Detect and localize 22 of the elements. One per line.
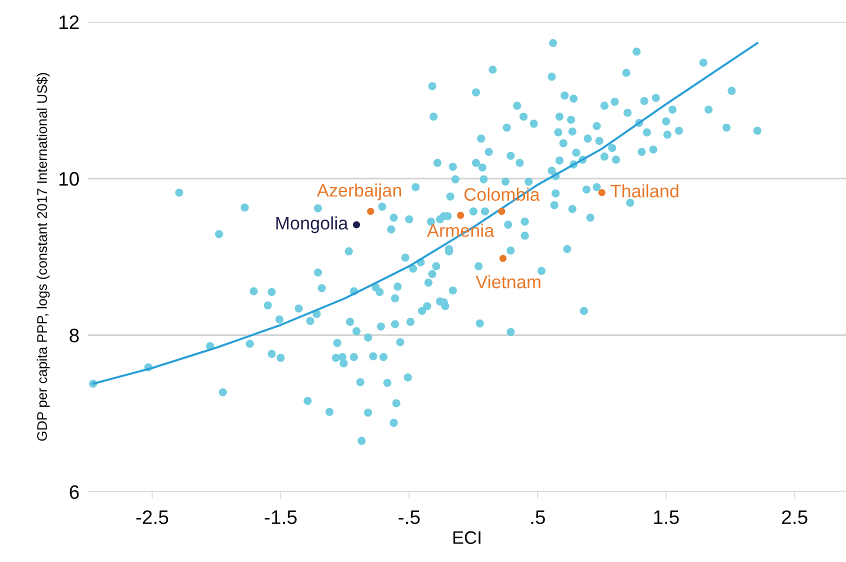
series-label: Vietnam: [476, 275, 540, 288]
x-tick-label: -2.5: [136, 510, 168, 524]
x-tick-label: .5: [531, 510, 545, 524]
series-label: Azerbaijan: [316, 183, 402, 200]
x-tick-label: -1.5: [264, 510, 297, 524]
series-label: Thailand: [610, 184, 678, 198]
x-axis-title: ECI: [453, 531, 480, 544]
point: [367, 208, 374, 215]
y-tick-label: 12: [60, 15, 79, 29]
point: [457, 212, 464, 219]
y-tick-label: 8: [70, 328, 79, 342]
point: [498, 208, 506, 215]
x-tick-label: 2.5: [782, 510, 808, 524]
y-tick-label: 10: [60, 172, 79, 186]
point: [598, 189, 606, 196]
y-tick-label: 6: [70, 485, 79, 499]
point: [499, 254, 507, 262]
series-label: Mongolia: [276, 216, 348, 234]
y-axis-title: GDP per capita PPP, logs (constant 2017 International US$): [36, 73, 50, 441]
x-tick-label: 1.5: [654, 510, 679, 524]
point: [352, 221, 360, 228]
x-tick-label: -.5: [398, 510, 420, 524]
